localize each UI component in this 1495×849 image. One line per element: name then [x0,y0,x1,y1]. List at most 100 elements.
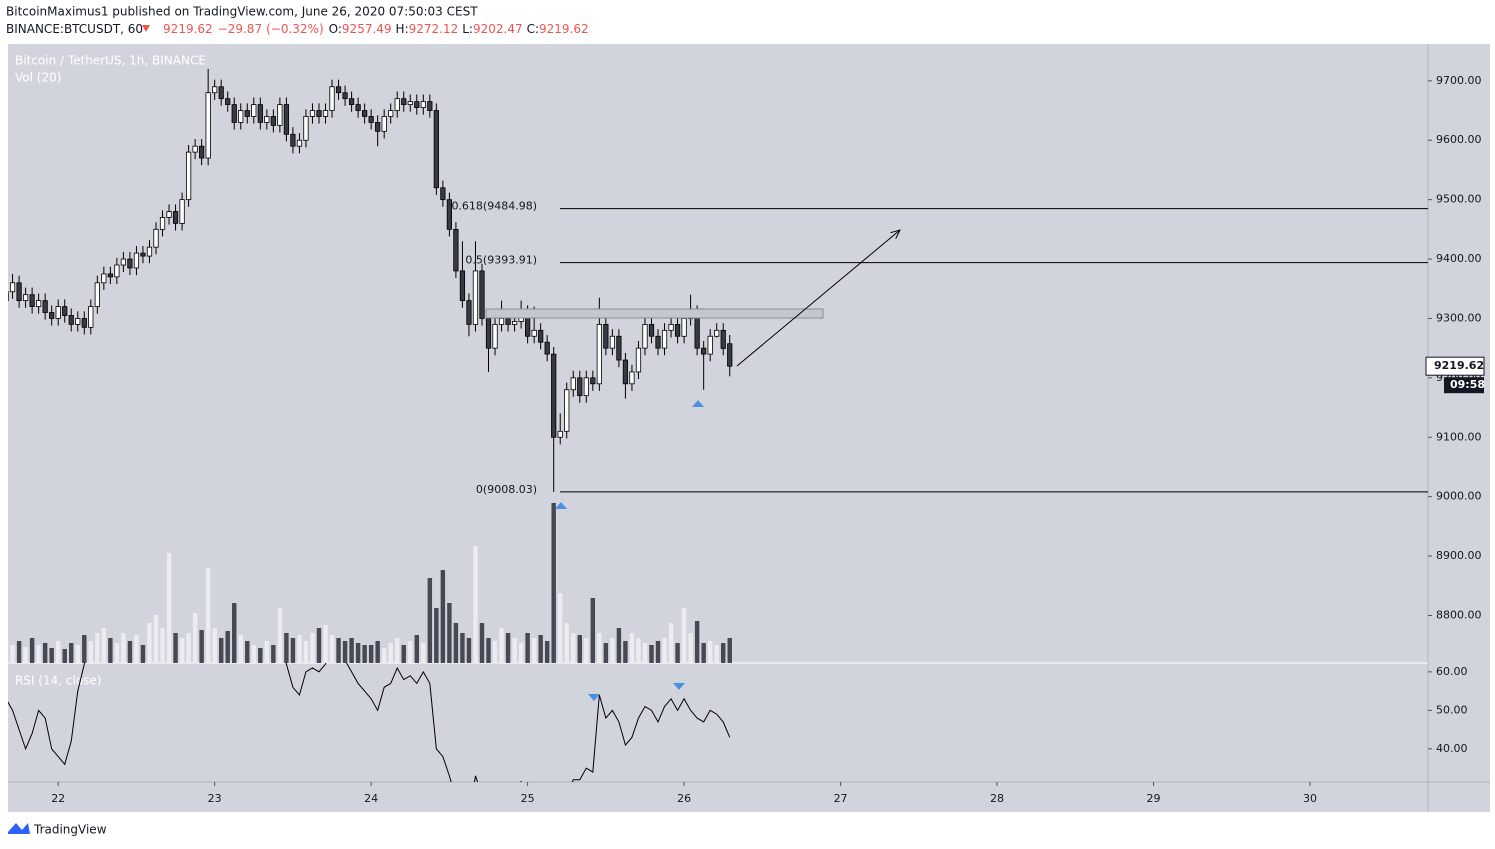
volume-bar [701,643,706,663]
volume-bar [101,628,107,663]
volume-bar [277,608,283,663]
y-tick-label: 8800.00 [1436,608,1482,621]
volume-bar [525,633,530,663]
y-tick-label: 9300.00 [1436,311,1482,324]
volume-bar [538,635,543,663]
countdown-bg [1444,377,1484,394]
volume-bar [531,638,537,663]
volume-bar [564,623,569,663]
candle-body [277,104,283,126]
volume-bar [544,641,550,663]
candle-body [36,300,42,307]
candle-body [172,211,179,224]
volume-bar [571,633,576,663]
volume-bar [225,631,230,663]
volume-bar [662,638,667,663]
volume-bar [636,638,641,663]
candle-body [146,246,153,257]
candle-body [88,306,94,328]
x-tick-label: 22 [51,792,65,805]
symbol: BINANCE:BTCUSDT, 60 [6,22,143,36]
o-label: O: [329,22,342,36]
y-tick-label: 8900.00 [1436,549,1482,562]
candle-body [538,329,544,343]
rsi-tick-label: 60.00 [1436,665,1468,678]
marker-up [692,400,704,407]
brand-logo [8,823,30,834]
candle-body [342,92,348,100]
candle-body [303,116,309,141]
candle-body [29,294,35,307]
volume-bar [264,641,270,663]
volume-bar [297,635,302,663]
candle-body [140,252,146,257]
volume-bar [395,638,400,663]
candle-body [290,133,296,147]
l-label: L: [462,22,473,36]
candle-body [407,101,413,105]
volume-bar [694,621,700,663]
volume-bar [192,613,198,663]
volume-bar [492,641,498,663]
candle-body [661,329,668,349]
rsi-tick-label: 50.00 [1436,703,1468,716]
volume-bar [408,641,413,663]
x-tick-label: 28 [990,792,1004,805]
candle-body [655,335,661,349]
volume-bar [8,643,9,663]
volume-bar [232,603,237,663]
candle-body [701,347,707,355]
candle-body [120,258,127,266]
volume-bar [179,638,185,663]
chart-bg [8,44,1490,812]
candle-body [270,116,276,126]
candle-body [264,116,270,123]
volume-bar [362,645,367,663]
h-label: H: [396,22,409,36]
volume-bar [342,641,348,663]
price-tag-label: 9219.62 [1434,359,1484,372]
candle-body [642,323,648,349]
candle-body [185,151,192,201]
volume-bar [675,643,680,663]
volume-bar [603,643,609,663]
candle-body [648,323,655,337]
volume-bar [36,645,41,663]
candle-body [511,321,518,325]
volume-bar [388,643,393,663]
c-value: 9219.62 [539,22,589,36]
volume-bar [714,645,719,663]
candle-body [205,92,211,159]
candle-body [505,318,511,325]
volume-bar [82,635,87,663]
candle-body [570,377,576,391]
volume-bar [186,633,191,663]
candle-body [16,282,22,302]
volume-bar [88,641,94,663]
candle-body [316,110,322,117]
volume-bar [551,503,556,663]
volume-bar [584,638,589,663]
candle-body [251,104,257,117]
candle-body [81,318,87,328]
volume-bar [727,638,732,663]
volume-bar [316,628,322,663]
candle-body [446,199,453,230]
candle-body [42,300,48,313]
volume-bar [460,633,465,663]
candle-body [166,211,172,218]
volume-bar [290,638,296,663]
volume-bar [414,635,420,663]
candle-body [283,104,290,135]
candle-body [590,377,596,385]
candle-body [564,389,570,432]
candle-body [616,335,622,361]
brand: TradingView [33,823,107,837]
volume-bar [655,641,661,663]
volume-bar [121,633,126,663]
candle-body [544,341,550,355]
resistance-box [485,308,824,319]
candle-body [335,86,342,94]
volume-bar [642,643,648,663]
